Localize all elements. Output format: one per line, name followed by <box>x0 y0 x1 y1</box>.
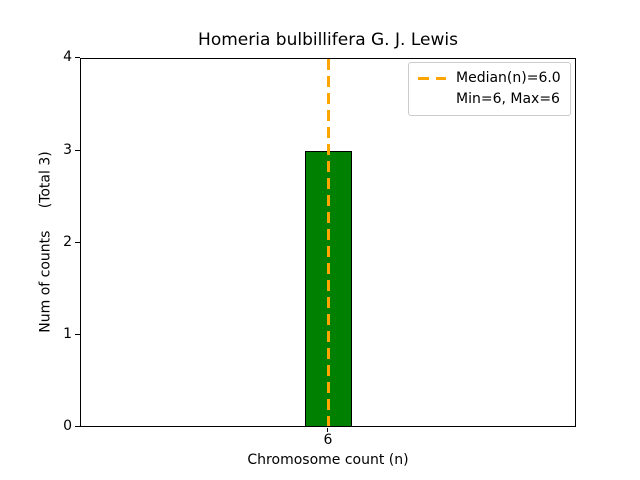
legend-label-minmax: Min=6, Max=6 <box>456 91 560 107</box>
legend-entry-median: Median(n)=6.0 <box>418 68 561 89</box>
x-tick-label-6: 6 <box>323 432 333 448</box>
legend: Median(n)=6.0 Min=6, Max=6 <box>408 62 571 116</box>
y-tick-mark-4 <box>75 57 80 58</box>
y-tick-label-1: 1 <box>63 326 72 342</box>
median-line <box>327 59 330 426</box>
y-tick-label-3: 3 <box>63 142 72 158</box>
chart-title: Homeria bulbillifera G. J. Lewis <box>198 30 458 50</box>
x-axis-label: Chromosome count (n) <box>247 452 409 468</box>
y-tick-mark-0 <box>75 426 80 427</box>
x-tick-mark-6 <box>327 428 328 432</box>
y-tick-label-2: 2 <box>63 234 72 250</box>
orange-dashed-line-icon <box>418 77 446 80</box>
legend-label-median: Median(n)=6.0 <box>456 70 561 86</box>
y-tick-mark-2 <box>75 242 80 243</box>
y-tick-mark-1 <box>75 334 80 335</box>
y-tick-label-4: 4 <box>63 49 72 65</box>
y-axis-label: Num of counts (Total 3) <box>37 151 54 333</box>
legend-entry-minmax: Min=6, Max=6 <box>418 89 561 110</box>
plot-area <box>80 58 576 427</box>
y-tick-mark-3 <box>75 150 80 151</box>
y-tick-label-0: 0 <box>63 418 72 434</box>
legend-marker-empty <box>418 98 446 101</box>
